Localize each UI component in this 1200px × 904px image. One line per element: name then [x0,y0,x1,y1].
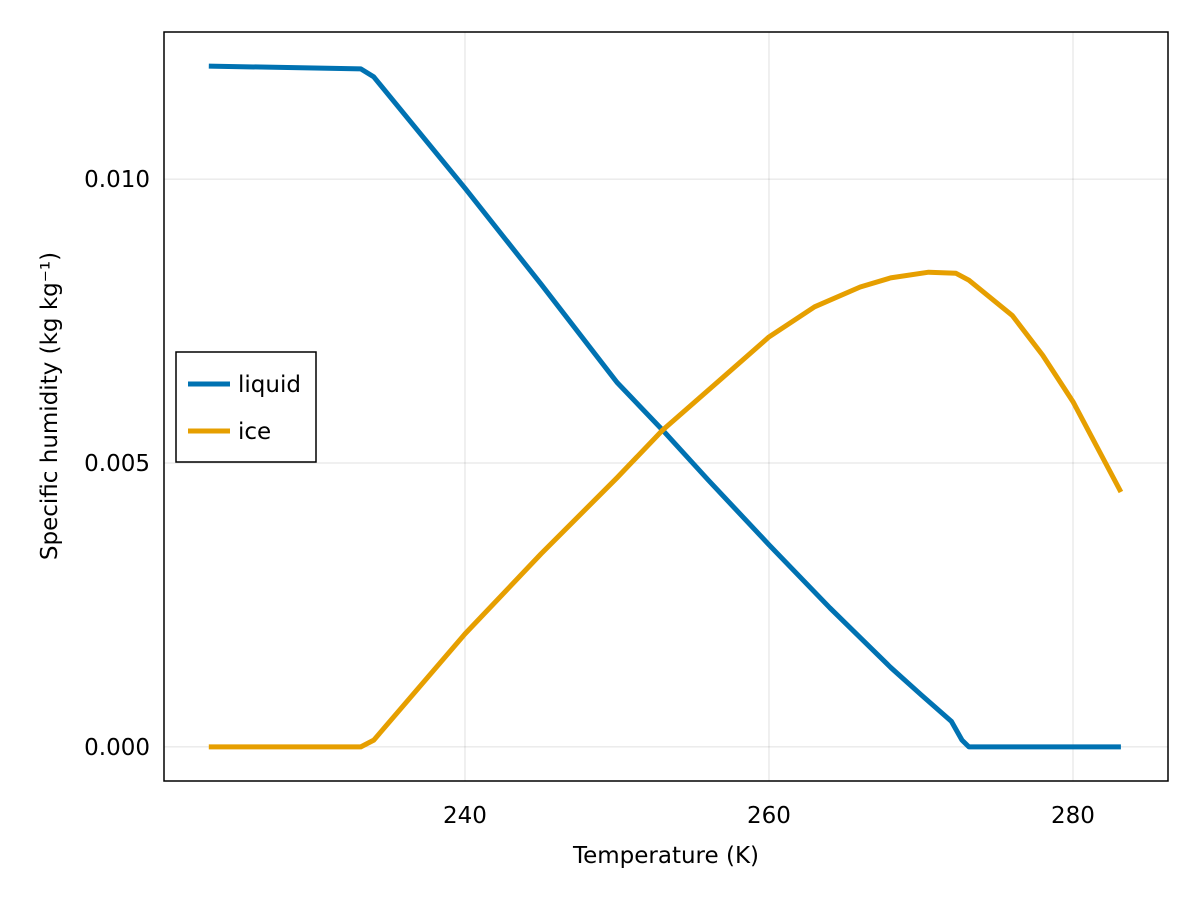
legend: liquid ice [175,351,317,463]
y-axis-label: Specific humidity (kg kg⁻¹) [37,252,63,560]
x-tick-label: 280 [1051,803,1095,829]
series-lines [208,63,1124,750]
x-axis: 240 260 280 [443,803,1095,829]
legend-box [175,351,317,463]
series-line-liquid [208,63,1121,750]
x-tick-label: 260 [747,803,791,829]
series-line-ice [208,269,1124,750]
y-axis: 0.000 0.005 0.010 [84,167,150,761]
x-axis-label: Temperature (K) [572,843,759,869]
plot-frame [163,31,1169,782]
legend-label-liquid: liquid [238,372,301,398]
x-tick-label: 240 [443,803,487,829]
y-tick-label: 0.010 [84,167,150,193]
y-tick-label: 0.000 [84,735,150,761]
legend-label-ice: ice [238,419,271,445]
y-tick-label: 0.005 [84,451,150,477]
